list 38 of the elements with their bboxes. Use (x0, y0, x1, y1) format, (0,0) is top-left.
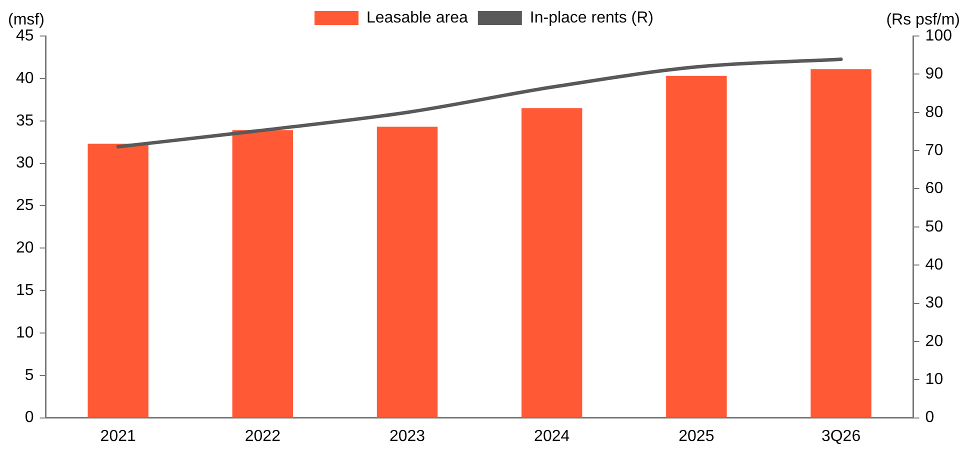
y2-tick-label: 80 (925, 104, 944, 121)
y2-tick-label: 60 (925, 180, 944, 198)
legend-label: In-place rents (R) (530, 9, 654, 26)
y2-tick-label: 40 (925, 256, 944, 274)
y-tick-label: 25 (16, 197, 34, 214)
x-tick-label: 2024 (534, 428, 570, 445)
y2-tick-label: 100 (925, 27, 952, 44)
x-tick-label: 2021 (100, 428, 136, 445)
y2-tick-label: 30 (925, 294, 944, 312)
y-tick-label: 15 (16, 282, 34, 299)
x-tick-label: 2023 (389, 428, 426, 445)
y-tick-label: 10 (16, 324, 34, 342)
bar (88, 144, 148, 418)
bar (521, 108, 582, 418)
x-tick-label: 2022 (244, 428, 281, 445)
y2-tick-label: 10 (925, 371, 944, 388)
y-tick-label: 30 (16, 154, 34, 172)
bar (376, 126, 438, 418)
y-tick-label: 0 (24, 409, 34, 426)
y2-tick-label: 90 (925, 66, 944, 83)
bar (232, 130, 294, 418)
y-tick-label: 20 (16, 240, 34, 257)
x-tick-label: 3Q26 (821, 428, 861, 445)
y-tick-label: 5 (24, 366, 34, 384)
bar (810, 69, 872, 418)
y2-tick-label: 20 (925, 332, 944, 350)
bar (666, 76, 727, 418)
x-tick-label: 2025 (678, 428, 714, 445)
y-tick-label: 35 (16, 112, 34, 130)
line-series (116, 58, 843, 148)
y2-axis-title: (Rs psf/m) (886, 11, 960, 28)
y2-tick-label: 0 (925, 409, 934, 426)
y-axis-title: (msf) (8, 11, 44, 28)
y2-tick-label: 70 (925, 142, 944, 159)
y-tick-label: 45 (16, 27, 34, 44)
legend-label: Leasable area (366, 9, 468, 26)
y-tick-label: 40 (16, 70, 34, 87)
y2-tick-label: 50 (925, 218, 944, 236)
